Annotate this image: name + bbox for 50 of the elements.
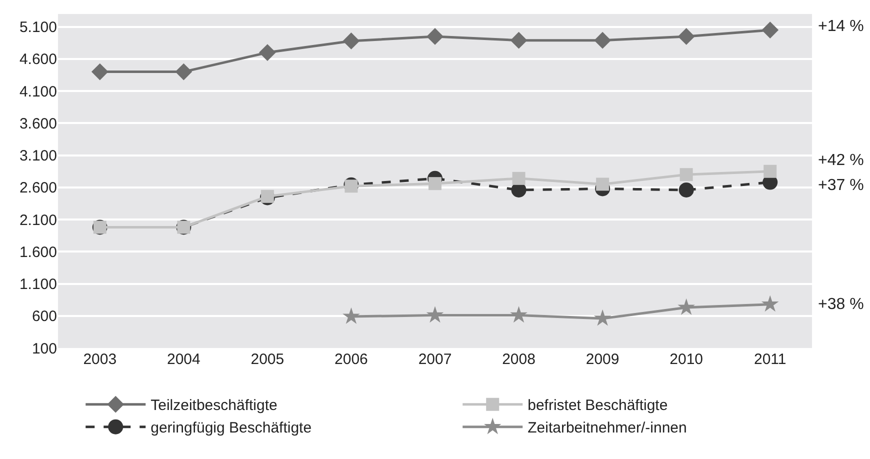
annotation: +14 % xyxy=(818,18,864,35)
legend-label: befristet Beschäftigte xyxy=(528,397,668,414)
annotation: +37 % xyxy=(818,177,864,194)
y-tick-label: 5.100 xyxy=(19,19,57,36)
point xyxy=(91,63,108,80)
x-tick-label: 2005 xyxy=(250,351,284,368)
x-tick-label: 2010 xyxy=(670,351,704,368)
x-tick-label: 2009 xyxy=(586,351,620,368)
y-tick-label: 2.600 xyxy=(19,180,57,197)
x-tick-label: 2008 xyxy=(502,351,536,368)
x-tick-label: 2003 xyxy=(83,351,117,368)
point xyxy=(260,190,274,203)
point xyxy=(175,63,192,80)
point xyxy=(680,168,693,182)
point xyxy=(764,164,777,178)
y-tick-label: 1.600 xyxy=(19,244,57,261)
point xyxy=(761,295,779,312)
point xyxy=(258,44,276,61)
y-tick-label: 100 xyxy=(32,340,57,358)
x-tick-label: 2006 xyxy=(334,351,368,368)
point xyxy=(428,177,442,190)
point xyxy=(596,178,610,191)
legend-label: Zeitarbeitnehmer/-innen xyxy=(528,420,687,437)
legend-label: geringfügig Beschäftigte xyxy=(150,420,312,437)
x-tick-label: 2011 xyxy=(754,351,786,368)
point xyxy=(426,306,444,323)
point xyxy=(426,28,444,45)
x-tick-label: 2004 xyxy=(166,351,200,368)
point xyxy=(510,32,528,49)
point xyxy=(510,306,528,323)
point xyxy=(342,32,360,50)
point xyxy=(762,22,779,39)
x-tick-label: 2007 xyxy=(418,351,452,368)
point xyxy=(678,182,694,198)
point xyxy=(512,172,526,185)
y-tick-label: 3.100 xyxy=(19,148,57,165)
annotation: +38 % xyxy=(818,296,864,313)
y-tick-label: 3.600 xyxy=(19,115,57,132)
annotation: +42 % xyxy=(818,152,864,169)
y-tick-label: 2.100 xyxy=(19,212,57,229)
legend-label: Teilzeitbeschäftigte xyxy=(150,397,278,414)
point xyxy=(342,307,360,324)
point xyxy=(594,32,612,49)
point xyxy=(678,28,695,45)
point xyxy=(594,309,612,326)
y-tick-label: 4.100 xyxy=(19,83,57,100)
point xyxy=(678,298,695,315)
y-tick-label: 600 xyxy=(32,308,57,326)
y-tick-label: 1.100 xyxy=(19,276,57,294)
y-tick-label: 4.600 xyxy=(19,51,57,68)
